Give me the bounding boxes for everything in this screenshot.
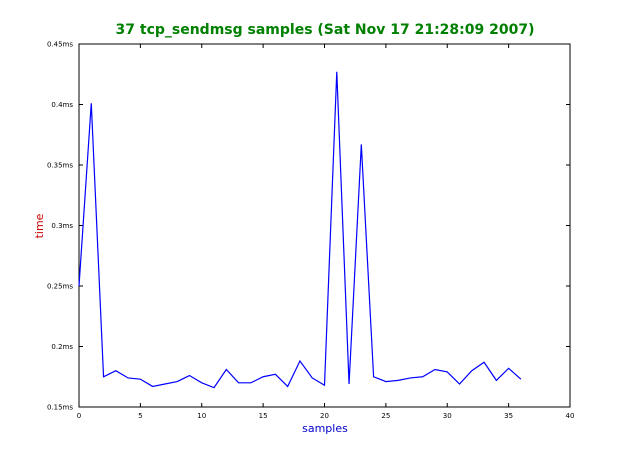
x-tick-label: 40 <box>566 412 575 420</box>
x-tick-label: 25 <box>381 412 390 420</box>
x-axis-label: samples <box>302 422 348 435</box>
y-tick-label: 0.45ms <box>47 41 73 49</box>
x-tick-label: 30 <box>443 412 452 420</box>
x-tick-label: 20 <box>320 412 329 420</box>
y-tick-label: 0.25ms <box>47 283 73 291</box>
x-tick-label: 0 <box>77 412 81 420</box>
x-axis-ticks: 0 5 10 15 20 25 30 35 40 <box>77 44 575 420</box>
x-tick-label: 35 <box>504 412 513 420</box>
y-tick-label: 0.35ms <box>47 162 73 170</box>
y-axis-ticks: 0.15ms 0.2ms 0.25ms 0.3ms 0.35ms 0.4ms 0.45ms <box>47 41 570 412</box>
y-tick-label: 0.4ms <box>51 101 73 109</box>
y-tick-label: 0.2ms <box>51 343 73 351</box>
x-tick-label: 10 <box>197 412 206 420</box>
series-layer <box>78 71 522 389</box>
plot-area-frame <box>78 43 571 408</box>
x-tick-label: 15 <box>259 412 268 420</box>
series-line <box>78 71 522 389</box>
x-tick-label: 5 <box>138 412 142 420</box>
y-tick-label: 0.3ms <box>51 222 73 230</box>
y-tick-label: 0.15ms <box>47 404 73 412</box>
chart-title: 37 tcp_sendmsg samples (Sat Nov 17 21:28… <box>116 22 535 38</box>
y-axis-label: time <box>33 213 46 238</box>
